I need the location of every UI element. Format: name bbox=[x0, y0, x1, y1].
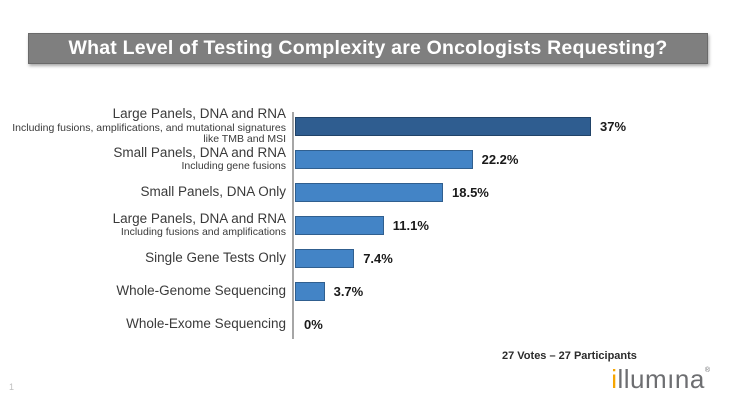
category-label: Small Panels, DNA Only bbox=[140, 184, 286, 200]
bar-cell: 22.2% bbox=[286, 150, 736, 169]
y-axis-line bbox=[292, 112, 294, 339]
bar bbox=[295, 150, 473, 169]
bar bbox=[295, 249, 355, 268]
bar-value-label: 37% bbox=[600, 119, 627, 134]
chart-row: Large Panels, DNA and RNA Including fusi… bbox=[0, 209, 736, 242]
page-number: 1 bbox=[9, 382, 15, 392]
page-title: What Level of Testing Complexity are Onc… bbox=[68, 37, 668, 59]
bar-value-label: 11.1% bbox=[392, 218, 429, 233]
bar bbox=[295, 282, 325, 301]
logo-dotless-i: ı bbox=[667, 364, 675, 394]
category-label-cell: Whole-Genome Sequencing bbox=[0, 284, 286, 298]
bar-cell: 7.4% bbox=[286, 249, 736, 268]
chart-row: Small Panels, DNA Only 18.5% bbox=[0, 176, 736, 209]
category-label: Whole-Genome Sequencing bbox=[116, 283, 286, 299]
bar-value-label: 7.4% bbox=[363, 251, 393, 266]
illumina-logo: illumına® bbox=[611, 366, 710, 392]
category-label: Single Gene Tests Only bbox=[145, 250, 286, 266]
bar bbox=[295, 183, 443, 202]
category-label: Large Panels, DNA and RNA bbox=[112, 211, 286, 227]
chart-row: Small Panels, DNA and RNA Including gene… bbox=[0, 143, 736, 176]
logo-end: na bbox=[674, 364, 705, 394]
bar-cell: 37% bbox=[286, 117, 736, 136]
category-label-cell: Small Panels, DNA and RNA Including gene… bbox=[0, 145, 287, 173]
bar-cell: 11.1% bbox=[286, 216, 736, 235]
title-banner: What Level of Testing Complexity are Onc… bbox=[28, 33, 708, 64]
category-label-cell: Whole-Exome Sequencing bbox=[0, 317, 286, 331]
bar-chart: Large Panels, DNA and RNA Including fusi… bbox=[0, 107, 736, 341]
chart-row: Large Panels, DNA and RNA Including fusi… bbox=[0, 107, 736, 145]
category-sublabel: Including fusions, amplifications, and m… bbox=[12, 121, 286, 146]
category-label: Large Panels, DNA and RNA bbox=[112, 106, 286, 122]
chart-rows: Large Panels, DNA and RNA Including fusi… bbox=[0, 107, 736, 341]
bar-value-label: 22.2% bbox=[481, 152, 519, 167]
category-label: Small Panels, DNA and RNA bbox=[113, 145, 286, 161]
bar-value-label: 3.7% bbox=[333, 284, 364, 299]
category-sublabel: Including gene fusions bbox=[181, 160, 287, 173]
bar-cell: 0% bbox=[286, 317, 736, 332]
bar bbox=[295, 216, 384, 235]
chart-row: Whole-Exome Sequencing 0% bbox=[0, 308, 736, 341]
bar-cell: 18.5% bbox=[286, 183, 736, 202]
category-label-cell: Large Panels, DNA and RNA Including fusi… bbox=[0, 107, 286, 145]
category-label-cell: Large Panels, DNA and RNA Including fusi… bbox=[0, 211, 286, 239]
bar bbox=[295, 117, 591, 136]
bar-value-label: 0% bbox=[304, 317, 323, 332]
logo-orange-i: i bbox=[611, 364, 618, 394]
bar-cell: 3.7% bbox=[286, 282, 736, 301]
category-label: Whole-Exome Sequencing bbox=[126, 316, 286, 332]
logo-middle: llum bbox=[617, 364, 668, 394]
category-label-cell: Single Gene Tests Only bbox=[0, 251, 286, 265]
chart-row: Single Gene Tests Only 7.4% bbox=[0, 242, 736, 275]
votes-participants-note: 27 Votes – 27 Participants bbox=[502, 350, 637, 362]
bar-value-label: 18.5% bbox=[452, 185, 489, 200]
category-sublabel: Including fusions and amplifications bbox=[120, 226, 286, 239]
chart-row: Whole-Genome Sequencing 3.7% bbox=[0, 275, 736, 308]
category-label-cell: Small Panels, DNA Only bbox=[0, 185, 286, 199]
logo-trademark: ® bbox=[704, 367, 710, 374]
